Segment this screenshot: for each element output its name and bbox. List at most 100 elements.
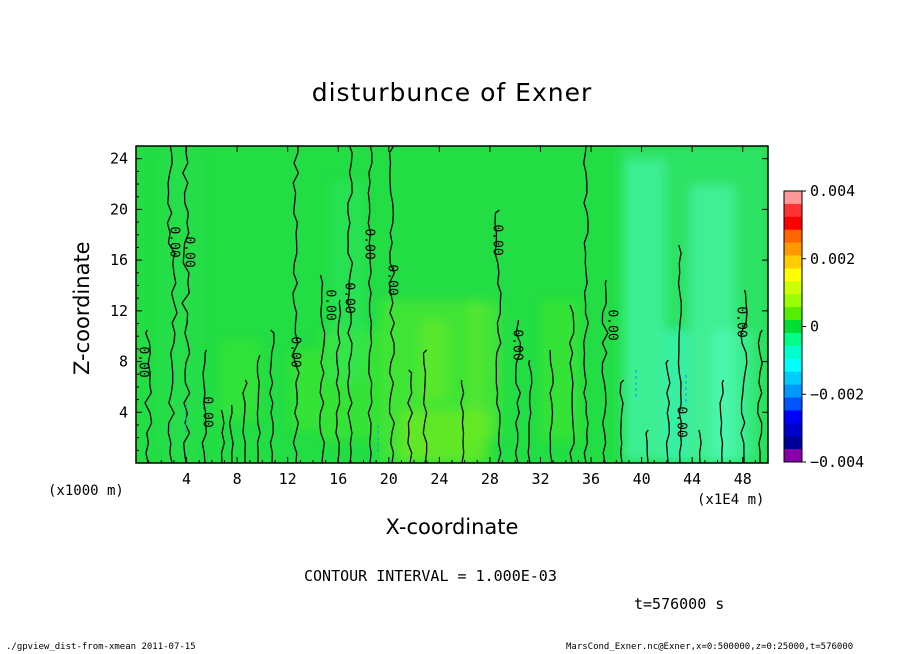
field-patch — [160, 150, 200, 463]
contour-line — [220, 409, 225, 463]
colorbar-tick-label: 0 — [810, 318, 819, 336]
colorbar-swatch — [784, 268, 802, 282]
colorbar-swatch — [784, 436, 802, 450]
y-axis-label: Z-coordinate — [70, 241, 94, 375]
x-tick-label: 4 — [182, 470, 191, 488]
contour-line — [166, 146, 178, 463]
field-patch — [220, 340, 260, 420]
contour-label: 0.00 — [342, 282, 357, 313]
contour-line — [335, 299, 342, 463]
colorbar-swatch — [784, 229, 802, 244]
contour-label: 0.00 — [323, 289, 338, 320]
y-tick-label: 16 — [110, 251, 128, 269]
contour-label: 0.00 — [182, 236, 197, 267]
x-tick-label: 12 — [279, 470, 297, 488]
x-tick-label: 20 — [380, 470, 398, 488]
contour-label: 0.00 — [605, 309, 620, 340]
contour-line — [719, 379, 725, 463]
y-tick-label: 20 — [110, 200, 128, 218]
contour-line — [527, 359, 533, 463]
colorbar-swatch — [784, 423, 802, 437]
field-patch — [712, 330, 752, 463]
contour-line — [256, 354, 261, 463]
x-unit-note: (x1000 m) — [48, 483, 124, 499]
x-tick-label: 16 — [329, 470, 347, 488]
colorbar-swatch — [784, 242, 802, 257]
y-tick-label: 8 — [119, 353, 128, 371]
colorbar-swatch — [784, 281, 802, 295]
colorbar-swatch — [784, 397, 802, 411]
colorbar: 0.004 0.002 0 −0.002 −0.004 — [783, 182, 864, 471]
chart-title: disturbunce of Exner — [311, 78, 593, 107]
contour-label: 0.00 — [200, 396, 215, 427]
contour-line — [292, 146, 300, 463]
x-tick-label: 8 — [233, 470, 242, 488]
colorbar-tick-label: 0.004 — [810, 182, 855, 200]
x-tick-label: 48 — [734, 470, 752, 488]
contour-line — [367, 146, 373, 463]
field-patch — [470, 300, 500, 440]
contour-line — [269, 329, 275, 463]
contour-line — [494, 209, 502, 463]
contour-label: 0.00 — [167, 226, 182, 257]
colorbar-swatch — [784, 255, 802, 269]
contour-line — [144, 329, 153, 463]
colorbar-swatch — [784, 384, 802, 398]
contour-label: 0.00 — [490, 224, 505, 255]
y-tick-label: 4 — [119, 403, 128, 421]
colorbar-tick-label: −0.002 — [810, 385, 864, 403]
colorbar-swatch — [784, 191, 802, 205]
y-axis: 4 8 12 16 20 24 — [110, 150, 768, 451]
x-tick-label: 44 — [683, 470, 701, 488]
contour-line — [568, 304, 575, 463]
contour-line — [318, 274, 326, 463]
colorbar-swatch — [784, 345, 802, 360]
contour-label: 0.00 — [362, 228, 377, 259]
x-tick-label: 28 — [481, 470, 499, 488]
contour-line — [347, 146, 354, 463]
colorbar-swatch — [784, 449, 802, 463]
x-tick-label: 36 — [582, 470, 600, 488]
contour-line — [228, 404, 234, 463]
field-patches — [160, 146, 768, 463]
contour-line — [740, 289, 748, 463]
colorbar-swatch — [784, 320, 802, 334]
colorbar-swatch — [784, 332, 802, 347]
x-tick-label: 24 — [430, 470, 448, 488]
contour-line — [460, 379, 465, 463]
contour-label: 0.00 — [288, 336, 303, 367]
x-tick-label: 40 — [633, 470, 651, 488]
y-tick-label: 24 — [110, 150, 128, 168]
colorbar-swatch — [784, 294, 802, 308]
contour-line — [677, 244, 683, 463]
contour-label: 0.00 — [385, 264, 400, 295]
contour-line — [619, 379, 625, 463]
contour-line — [698, 429, 702, 463]
x-tick-label: 32 — [531, 470, 549, 488]
colorbar-tick-label: −0.004 — [810, 453, 864, 471]
contour-line — [201, 349, 208, 463]
colorbar-swatch — [784, 358, 802, 373]
x-axis: 4 8 12 16 20 24 28 32 36 40 44 48 — [148, 146, 756, 488]
contour-line — [514, 319, 522, 463]
contour-line — [583, 146, 589, 463]
field-patch — [625, 160, 665, 460]
contour-labels: 0.000.00 0.000.000.000.00 0.000.000.000.00… — [136, 224, 749, 437]
colorbar-swatch — [784, 307, 802, 321]
field-shading — [136, 146, 768, 463]
x-scale-note: (x1E4 m) — [697, 492, 765, 508]
colorbar-swatch — [784, 216, 802, 231]
contour-line — [181, 146, 191, 463]
contour-lines — [144, 146, 763, 463]
time-stamp: t=576000 s — [634, 595, 725, 613]
colorbar-swatch — [784, 410, 802, 424]
contour-line — [645, 429, 649, 463]
contour-label: 0.00 — [674, 406, 689, 437]
contour-label: 0.00 — [136, 346, 151, 377]
contour-line — [242, 379, 248, 463]
colorbar-swatch — [784, 371, 802, 386]
contour-line — [422, 349, 428, 463]
contour-line — [549, 349, 554, 463]
footer-right: MarsCond_Exner.nc@Exner,x=0:500000,z=0:2… — [566, 642, 854, 652]
